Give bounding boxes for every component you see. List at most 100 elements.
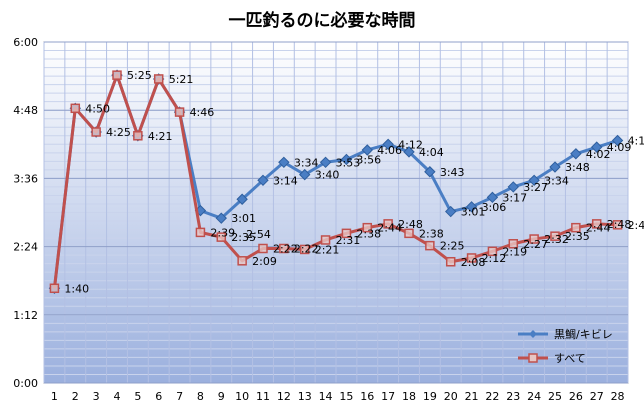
data-point xyxy=(215,212,227,224)
data-point xyxy=(549,161,561,173)
data-label: 3:34 xyxy=(544,174,569,187)
data-label: 4:06 xyxy=(377,144,402,157)
data-point xyxy=(383,219,393,229)
x-tick-label: 25 xyxy=(548,390,562,403)
legend-label: すべて xyxy=(554,352,586,365)
data-label: 2:38 xyxy=(419,227,444,240)
data-label: 2:44 xyxy=(377,222,402,235)
x-tick-label: 21 xyxy=(465,390,479,403)
x-tick-label: 18 xyxy=(402,390,416,403)
data-label: 4:16 xyxy=(628,135,644,148)
x-tick-label: 11 xyxy=(256,390,270,403)
data-point xyxy=(216,232,227,242)
data-label: 5:25 xyxy=(127,69,152,82)
data-point xyxy=(382,138,394,151)
x-tick-label: 22 xyxy=(485,390,499,403)
x-tick-label: 9 xyxy=(218,390,225,403)
x-tick-label: 26 xyxy=(569,390,583,403)
y-tick-label: 0:00 xyxy=(13,377,38,390)
data-point xyxy=(445,205,457,218)
data-label: 3:06 xyxy=(482,201,507,214)
data-point xyxy=(466,253,477,263)
data-label: 2:44 xyxy=(586,222,611,235)
data-label: 1:40 xyxy=(64,282,89,295)
data-point xyxy=(133,131,143,141)
x-tick-label: 14 xyxy=(319,390,333,403)
data-label: 2:47 xyxy=(628,219,644,232)
data-label: 2:32 xyxy=(544,233,569,246)
data-point xyxy=(445,257,456,267)
data-label: 4:25 xyxy=(106,126,131,139)
data-point xyxy=(279,243,289,254)
data-point xyxy=(424,166,436,178)
data-point xyxy=(70,103,81,114)
data-label: 2:19 xyxy=(502,245,527,258)
x-tick-label: 7 xyxy=(176,390,183,403)
data-point xyxy=(236,193,248,205)
data-point xyxy=(528,174,540,187)
data-label: 3:01 xyxy=(231,212,256,225)
data-point xyxy=(571,222,581,233)
data-point xyxy=(112,70,122,80)
data-label: 2:31 xyxy=(336,234,361,247)
data-point xyxy=(49,283,60,294)
data-label: 4:04 xyxy=(419,146,444,159)
data-point xyxy=(612,220,623,230)
data-point xyxy=(591,219,602,229)
data-label: 3:43 xyxy=(440,166,465,179)
x-tick-label: 24 xyxy=(527,390,541,403)
data-point xyxy=(91,127,101,137)
x-tick-label: 13 xyxy=(298,390,312,403)
data-point xyxy=(486,191,499,204)
x-tick-label: 5 xyxy=(134,390,141,403)
data-label: 3:27 xyxy=(523,181,548,194)
data-label: 4:50 xyxy=(85,102,110,115)
data-label: 3:56 xyxy=(356,153,381,166)
data-label: 3:40 xyxy=(315,169,340,182)
data-label: 4:21 xyxy=(148,130,173,143)
data-label: 2:27 xyxy=(523,238,548,251)
x-tick-label: 23 xyxy=(506,390,520,403)
data-point xyxy=(591,141,603,153)
x-tick-label: 19 xyxy=(423,390,437,403)
data-label: 3:17 xyxy=(502,191,527,204)
data-point xyxy=(362,222,373,233)
data-label: 2:48 xyxy=(607,218,632,231)
data-point xyxy=(550,231,560,241)
data-label: 3:34 xyxy=(294,156,319,169)
data-point xyxy=(361,144,373,156)
data-point xyxy=(237,256,247,266)
data-point xyxy=(299,244,310,255)
data-label: 4:02 xyxy=(586,148,611,161)
data-point xyxy=(465,201,478,213)
data-label: 2:54 xyxy=(246,228,271,241)
data-point xyxy=(195,227,206,238)
data-label: 4:09 xyxy=(607,141,632,154)
data-label: 2:12 xyxy=(482,252,507,265)
data-label: 2:25 xyxy=(440,240,465,253)
data-label: 2:08 xyxy=(461,256,486,269)
data-point xyxy=(404,228,414,239)
data-point xyxy=(529,234,539,244)
data-point xyxy=(403,146,415,158)
y-tick-label: 4:48 xyxy=(13,104,38,117)
data-label: 3:48 xyxy=(565,161,590,174)
data-point xyxy=(507,181,519,193)
legend-marker xyxy=(528,353,538,363)
x-tick-label: 3 xyxy=(93,390,100,403)
data-point xyxy=(278,156,290,169)
x-tick-label: 16 xyxy=(360,390,374,403)
data-point xyxy=(319,156,332,169)
data-point xyxy=(570,148,582,160)
data-point xyxy=(320,235,331,245)
data-label: 2:48 xyxy=(398,218,423,231)
data-point xyxy=(341,228,352,239)
data-point xyxy=(257,174,269,187)
data-label: 2:39 xyxy=(210,226,235,239)
data-point xyxy=(340,153,353,166)
y-tick-label: 1:12 xyxy=(13,309,38,322)
data-point xyxy=(425,240,435,251)
legend-label: 黒鯛/キビレ xyxy=(554,327,613,341)
data-point xyxy=(299,168,311,181)
